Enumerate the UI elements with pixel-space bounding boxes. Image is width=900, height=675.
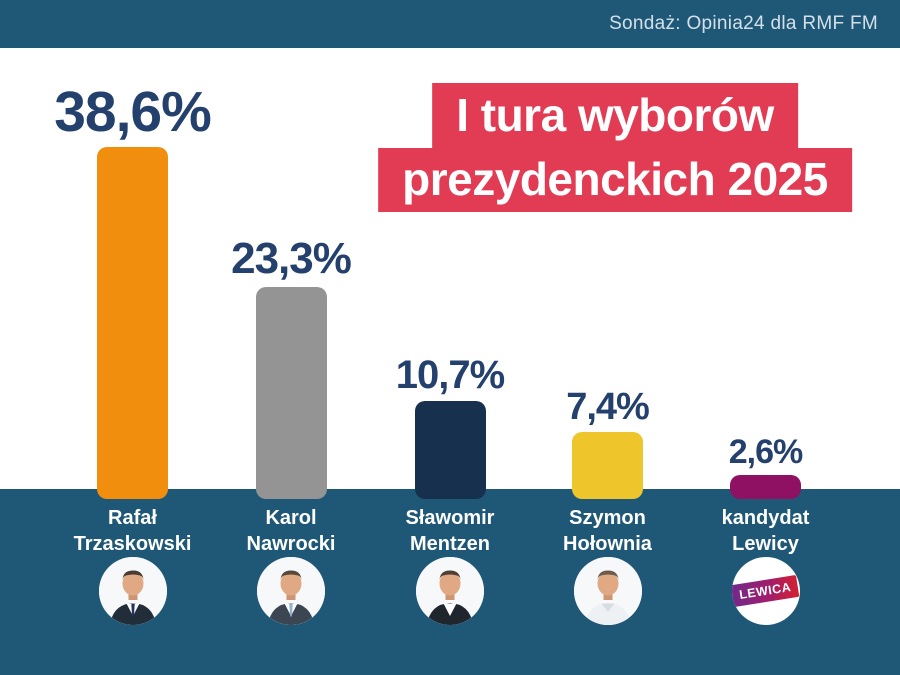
bar bbox=[255, 287, 327, 499]
value-label: 10,7% bbox=[395, 353, 505, 397]
poll-source-text: Sondaż: Opinia24 dla RMF FM bbox=[609, 13, 878, 34]
value-label: 23,3% bbox=[231, 234, 352, 283]
header-bar: Sondaż: Opinia24 dla RMF FM bbox=[0, 0, 900, 48]
bar bbox=[414, 401, 486, 499]
chart-title: I tura wyborów prezydenckich 2025 bbox=[378, 83, 852, 212]
value-label: 38,6% bbox=[54, 80, 212, 144]
value-label: 2,6% bbox=[728, 433, 804, 471]
chart-title-line1: I tura wyborów bbox=[432, 83, 798, 148]
chart-title-line2: prezydenckich 2025 bbox=[378, 148, 852, 212]
footer-band bbox=[0, 489, 900, 675]
value-label: 7,4% bbox=[566, 386, 650, 428]
bar bbox=[97, 147, 168, 499]
